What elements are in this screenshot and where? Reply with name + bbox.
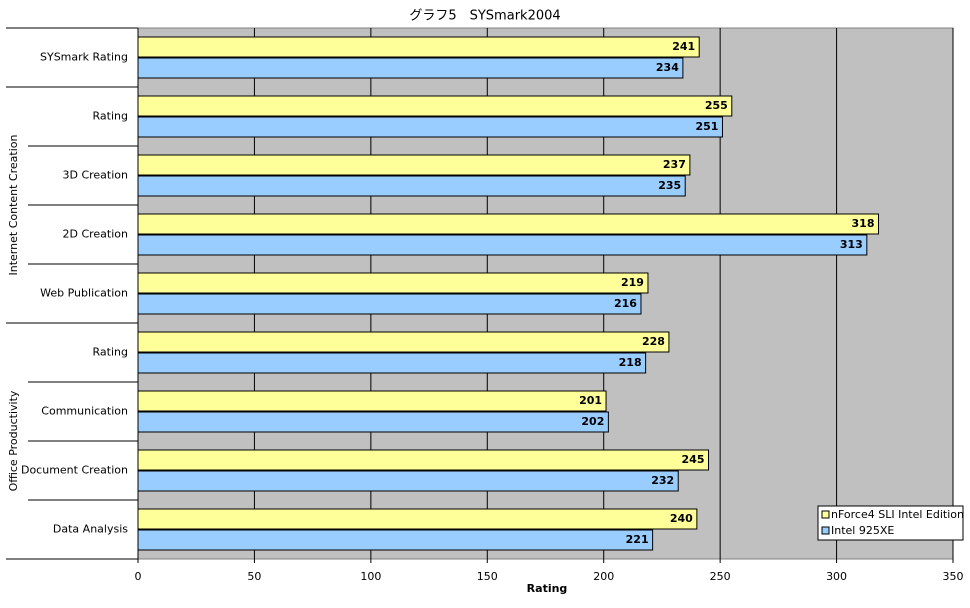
group-label: Internet Content Creation xyxy=(7,134,20,275)
value-label: 241 xyxy=(672,40,695,53)
legend-label: nForce4 SLI Intel Edition xyxy=(831,508,964,521)
x-axis-label: Rating xyxy=(527,582,568,595)
bar xyxy=(137,293,642,315)
value-label: 245 xyxy=(682,453,705,466)
value-label: 219 xyxy=(621,276,644,289)
value-label: 255 xyxy=(705,99,728,112)
bar xyxy=(137,116,723,138)
bar xyxy=(137,470,679,492)
chart-title: グラフ5 SYSmark2004 xyxy=(409,9,560,24)
x-tick-label: 50 xyxy=(247,570,261,583)
value-label: 251 xyxy=(696,120,719,133)
bar xyxy=(137,175,686,197)
x-tick-label: 150 xyxy=(477,570,498,583)
value-label: 221 xyxy=(626,533,649,546)
x-tick-label: 350 xyxy=(943,570,964,583)
legend xyxy=(817,505,964,541)
y-tick-label: Rating xyxy=(93,346,128,359)
value-label: 240 xyxy=(670,512,693,525)
bar xyxy=(137,449,709,471)
bar xyxy=(137,529,654,551)
value-label: 313 xyxy=(840,238,863,251)
legend-label: Intel 925XE xyxy=(831,524,894,537)
value-label: 228 xyxy=(642,335,665,348)
value-label: 234 xyxy=(656,61,679,74)
value-label: 318 xyxy=(852,217,875,230)
bar xyxy=(137,36,700,58)
value-label: 216 xyxy=(614,297,637,310)
bar xyxy=(137,213,879,235)
value-label: 218 xyxy=(619,356,642,369)
y-tick-label: SYSmark Rating xyxy=(40,51,128,64)
y-tick-label: 3D Creation xyxy=(62,169,128,182)
value-label: 202 xyxy=(581,415,604,428)
bar xyxy=(137,154,691,176)
y-tick-label: Communication xyxy=(41,405,128,418)
x-tick-label: 250 xyxy=(710,570,731,583)
group-label: Office Productivity xyxy=(7,390,20,491)
bar xyxy=(137,508,698,530)
bar xyxy=(137,272,649,294)
y-tick-label: Web Publication xyxy=(40,287,128,300)
bar xyxy=(137,390,607,412)
y-tick-label: 2D Creation xyxy=(62,228,128,241)
y-tick-label: Rating xyxy=(93,110,128,123)
x-tick-label: 300 xyxy=(826,570,847,583)
value-label: 237 xyxy=(663,158,686,171)
x-tick-label: 0 xyxy=(135,570,142,583)
bar xyxy=(137,411,609,433)
y-tick-label: Data Analysis xyxy=(53,523,128,536)
bar xyxy=(137,234,868,256)
y-tick-label: Document Creation xyxy=(21,464,128,477)
bar xyxy=(137,57,684,79)
bar xyxy=(137,352,647,374)
bar xyxy=(137,331,670,353)
x-tick-label: 200 xyxy=(593,570,614,583)
x-tick-label: 100 xyxy=(360,570,381,583)
value-label: 235 xyxy=(658,179,681,192)
bar xyxy=(137,95,733,117)
value-label: 201 xyxy=(579,394,602,407)
legend-swatch xyxy=(821,526,830,535)
value-label: 232 xyxy=(651,474,674,487)
legend-swatch xyxy=(821,510,830,519)
